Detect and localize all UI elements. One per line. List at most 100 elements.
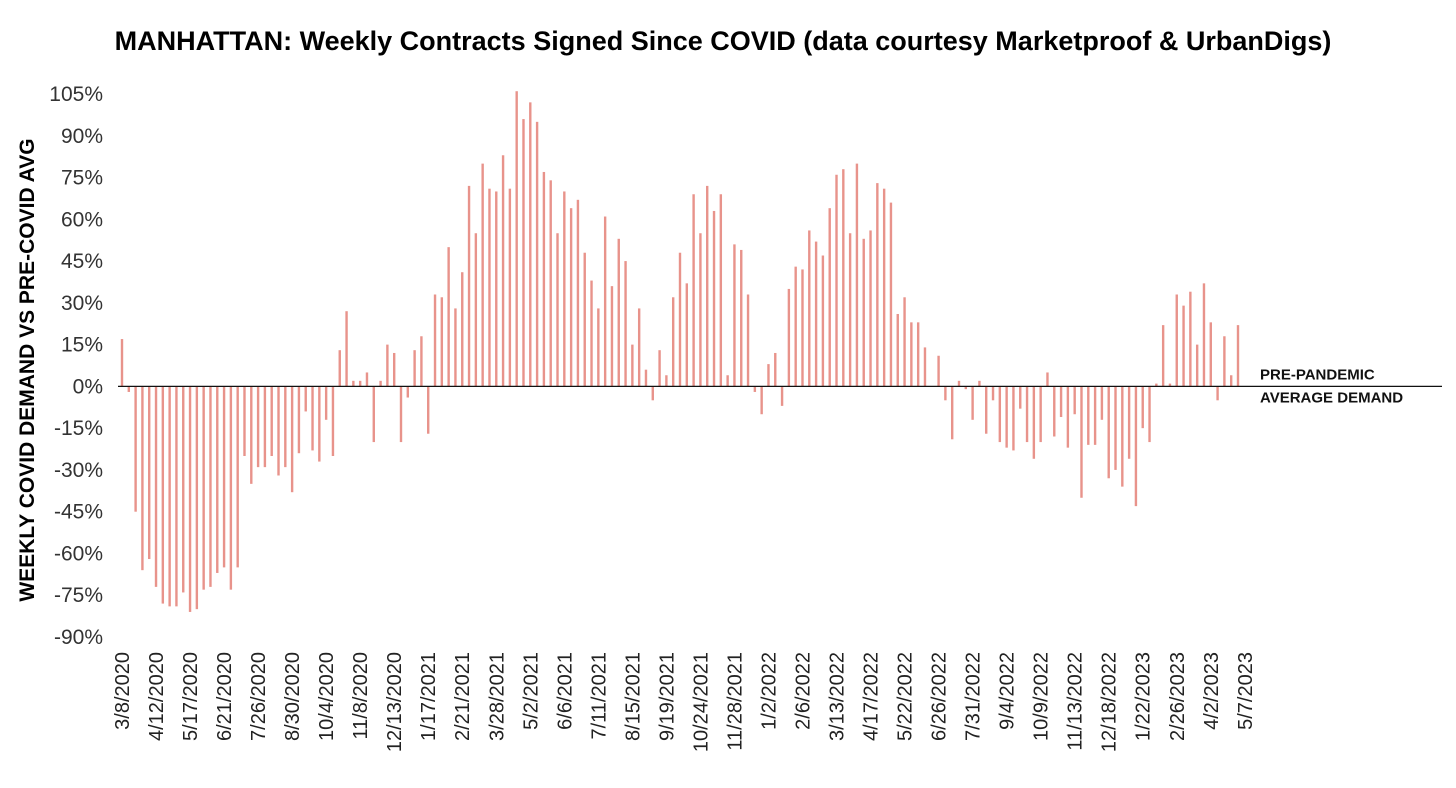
bar: [1025, 386, 1029, 443]
x-tick-label: 11/13/2022: [1065, 652, 1087, 751]
bar: [284, 386, 287, 468]
bar: [250, 386, 253, 484]
bar: [549, 180, 552, 387]
bar: [427, 386, 430, 434]
bar: [297, 386, 301, 454]
bar: [1039, 386, 1042, 443]
x-tick-label: 2/26/2023: [1167, 652, 1189, 741]
bar: [746, 294, 750, 387]
bar: [161, 386, 165, 604]
bar: [413, 350, 416, 387]
bar: [1236, 325, 1240, 387]
y-tick-label: 60%: [61, 208, 103, 231]
bar: [855, 163, 859, 387]
bar: [229, 386, 233, 590]
bar: [243, 386, 246, 456]
bar: [862, 238, 865, 387]
y-tick-label: -30%: [54, 459, 103, 482]
bar: [685, 283, 689, 387]
x-tick-label: 11/8/2020: [350, 652, 372, 740]
bar: [794, 266, 797, 387]
bar: [1114, 386, 1117, 470]
bar: [474, 233, 478, 387]
bar: [365, 372, 369, 387]
bar: [386, 344, 389, 387]
bar: [780, 386, 784, 406]
bar: [134, 386, 137, 512]
bar: [842, 169, 845, 387]
bar: [590, 280, 593, 387]
bar: [154, 386, 158, 587]
bar: [352, 380, 355, 387]
y-tick-label: -75%: [54, 584, 103, 607]
bar: [740, 249, 743, 387]
bar: [216, 386, 219, 573]
bar: [168, 386, 171, 607]
x-tick-label: 8/15/2021: [622, 652, 644, 741]
bar: [787, 288, 791, 387]
x-tick-label: 1/17/2021: [418, 652, 440, 741]
x-tick-label: 7/26/2020: [248, 652, 270, 741]
bar: [1019, 386, 1022, 409]
y-ticks: 105% 90% 75% 60% 45% 30% 15% 0% -15% -30% -45% -60%…: [49, 83, 103, 649]
y-tick-label: 15%: [61, 334, 103, 357]
x-tick-label: 3/13/2022: [827, 652, 849, 741]
bar: [692, 194, 695, 387]
x-tick-label: 5/2/2021: [520, 652, 542, 730]
bar: [631, 344, 634, 387]
bar: [971, 386, 974, 420]
bar: [290, 386, 294, 493]
bar: [263, 386, 267, 468]
bar: [767, 364, 770, 387]
bar: [658, 350, 661, 387]
bar: [127, 386, 131, 392]
bar: [508, 188, 512, 387]
bar: [699, 233, 702, 387]
bar: [712, 210, 716, 387]
bar: [719, 194, 723, 387]
x-tick-label: 5/17/2020: [180, 652, 202, 741]
bar: [1141, 386, 1144, 429]
bar: [256, 386, 260, 468]
bar: [318, 386, 321, 462]
bar: [801, 269, 804, 387]
x-tick-label: 10/4/2020: [316, 652, 338, 741]
y-tick-label: 0%: [73, 375, 103, 398]
bar: [406, 386, 410, 398]
x-tick-label: 12/18/2022: [1099, 652, 1121, 752]
y-tick-label: -90%: [54, 626, 103, 649]
y-tick-label: 30%: [61, 292, 103, 315]
bar: [1134, 386, 1138, 507]
bar: [535, 121, 539, 387]
bar: [420, 336, 423, 387]
bar: [706, 185, 709, 387]
bar: [1032, 386, 1036, 459]
bar: [1121, 386, 1124, 487]
x-tick-label: 1/2/2022: [758, 652, 780, 730]
x-tick-label: 6/21/2020: [214, 652, 236, 741]
bar: [1080, 386, 1083, 498]
bar: [576, 199, 580, 387]
bar: [1093, 386, 1097, 445]
bar: [1161, 325, 1165, 387]
bar: [665, 375, 668, 387]
bar: [991, 386, 995, 401]
bar: [821, 255, 825, 387]
bar: [814, 241, 818, 387]
bar: [311, 386, 314, 451]
bar: [358, 380, 362, 387]
y-tick-label: 105%: [49, 83, 103, 106]
bar: [985, 386, 988, 434]
x-tick-label: 6/6/2021: [554, 652, 576, 730]
bar: [869, 230, 872, 387]
bar: [222, 386, 226, 568]
bar: [733, 244, 736, 387]
bar: [447, 247, 450, 387]
bar: [671, 297, 675, 387]
bar: [182, 386, 185, 593]
bar: [440, 297, 444, 387]
bar: [610, 286, 614, 387]
bar: [141, 386, 144, 571]
bar: [522, 119, 525, 387]
bar: [1195, 344, 1199, 387]
